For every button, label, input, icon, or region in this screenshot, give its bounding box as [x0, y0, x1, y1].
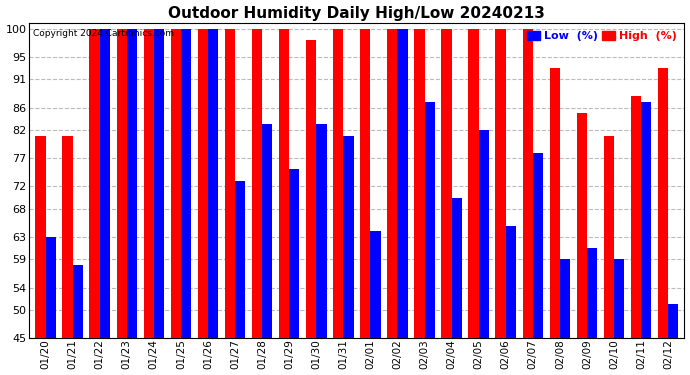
Bar — [506, 226, 516, 338]
Bar — [225, 29, 235, 338]
Bar — [235, 181, 246, 338]
Title: Outdoor Humidity Daily High/Low 20240213: Outdoor Humidity Daily High/Low 20240213 — [168, 6, 545, 21]
Bar — [289, 170, 299, 338]
Bar — [533, 153, 543, 338]
Bar — [154, 29, 164, 338]
Bar — [344, 136, 354, 338]
Bar — [560, 260, 570, 338]
Bar — [181, 29, 191, 338]
Bar — [641, 102, 651, 338]
Bar — [117, 29, 127, 338]
Bar — [279, 29, 289, 338]
Bar — [442, 29, 452, 338]
Bar — [587, 248, 598, 338]
Bar — [452, 198, 462, 338]
Bar — [100, 29, 110, 338]
Bar — [208, 29, 218, 338]
Bar — [469, 29, 479, 338]
Bar — [495, 29, 506, 338]
Text: Copyright 2024 Cartronics.com: Copyright 2024 Cartronics.com — [32, 29, 174, 38]
Bar — [668, 304, 678, 338]
Bar — [397, 29, 408, 338]
Bar — [360, 29, 371, 338]
Bar — [387, 29, 397, 338]
Bar — [62, 136, 72, 338]
Bar — [127, 29, 137, 338]
Bar — [414, 29, 424, 338]
Bar — [46, 237, 56, 338]
Bar — [631, 96, 641, 338]
Bar — [614, 260, 624, 338]
Bar — [479, 130, 489, 338]
Bar — [198, 29, 208, 338]
Bar — [333, 29, 344, 338]
Bar — [371, 231, 381, 338]
Bar — [35, 136, 46, 338]
Bar — [90, 29, 100, 338]
Bar — [72, 265, 83, 338]
Bar — [577, 113, 587, 338]
Bar — [144, 29, 154, 338]
Bar — [658, 68, 668, 338]
Bar — [604, 136, 614, 338]
Bar — [316, 124, 326, 338]
Bar — [550, 68, 560, 338]
Bar — [262, 124, 273, 338]
Bar — [424, 102, 435, 338]
Bar — [252, 29, 262, 338]
Bar — [306, 40, 316, 338]
Bar — [522, 29, 533, 338]
Legend: Low  (%), High  (%): Low (%), High (%) — [525, 28, 679, 44]
Bar — [170, 29, 181, 338]
